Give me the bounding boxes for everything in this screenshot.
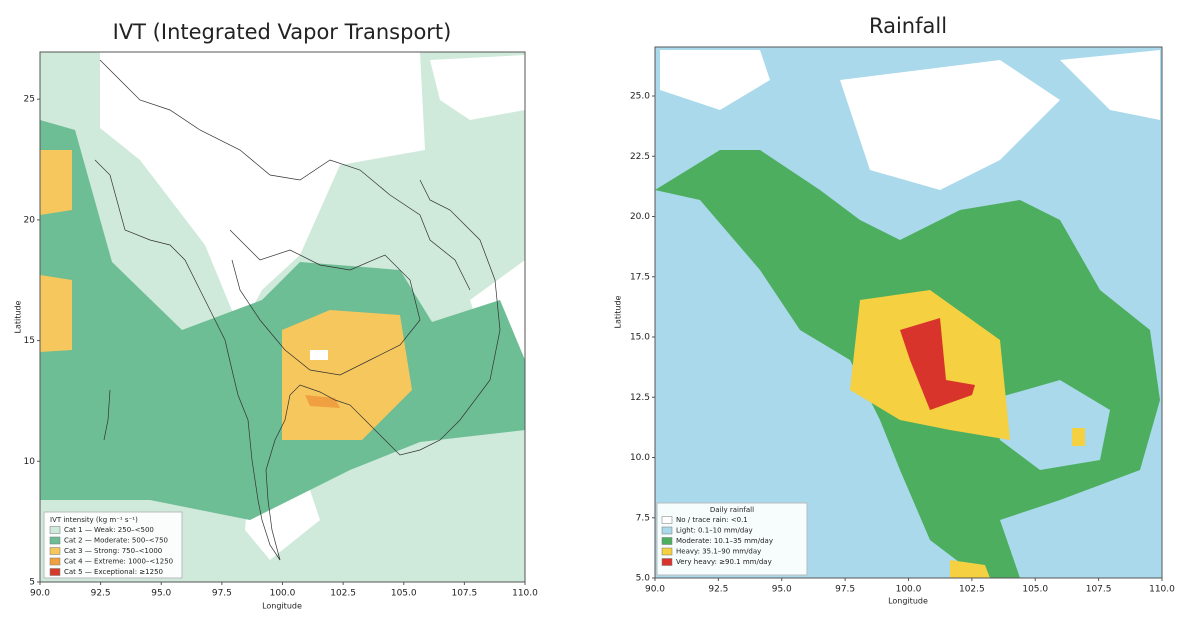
legend-swatch	[661, 547, 673, 556]
x-tick-label: 100.0	[896, 585, 922, 595]
x-axis-label: Longitude	[262, 602, 302, 611]
legend-box	[43, 511, 183, 579]
legend-swatch	[661, 537, 673, 545]
legend-label: Cat 1 — Weak: 250–<500	[64, 526, 154, 534]
y-tick-label: 15	[24, 336, 35, 346]
y-tick-label: 5	[29, 578, 35, 588]
x-tick-label: 102.5	[959, 585, 985, 595]
y-tick-label: 12.5	[630, 393, 650, 403]
legend-label: Cat 5 — Exceptional: ≥1250	[64, 568, 163, 576]
y-tick-label: 25	[24, 95, 35, 105]
ivt-map	[40, 52, 525, 582]
x-axis-label: Longitude	[888, 597, 928, 606]
x-tick-label: 90.0	[645, 585, 665, 595]
x-tick-label: 92.5	[91, 589, 111, 599]
x-tick-label: 107.5	[451, 589, 477, 599]
legend-label: Cat 4 — Extreme: 1000–<1250	[64, 558, 173, 566]
legend-label: Cat 3 — Strong: 750–<1000	[64, 547, 162, 555]
legend-box	[656, 502, 808, 576]
panel-title: Rainfall	[869, 14, 947, 38]
x-tick-label: 100.0	[270, 589, 296, 599]
y-tick-label: 22.5	[630, 152, 650, 162]
x-tick-label: 90.0	[30, 589, 50, 599]
y-tick-label: 15.0	[630, 333, 650, 343]
legend-swatch	[49, 547, 61, 555]
x-tick-label: 110.0	[1149, 585, 1175, 595]
x-tick-label: 102.5	[330, 589, 356, 599]
y-axis-label: Latitude	[14, 300, 23, 333]
y-tick-label: 10	[24, 457, 36, 467]
legend-label: Moderate: 10.1–35 mm/day	[676, 537, 773, 545]
x-tick-label: 107.5	[1086, 585, 1112, 595]
y-tick-label: 20	[24, 215, 36, 225]
legend-swatch	[49, 568, 61, 576]
legend-swatch	[661, 526, 673, 535]
y-tick-label: 10.0	[630, 453, 650, 463]
x-tick-label: 110.0	[512, 589, 538, 599]
x-tick-label: 95.0	[772, 585, 792, 595]
legend-swatch	[49, 526, 61, 534]
y-tick-label: 25.0	[630, 92, 650, 102]
x-tick-label: 105.0	[391, 589, 417, 599]
x-tick-label: 95.0	[151, 589, 171, 599]
legend-swatch	[49, 536, 61, 545]
y-tick-label: 20.0	[630, 212, 650, 222]
legend-title: Daily rainfall	[710, 506, 754, 514]
legend-label: Very heavy: ≥90.1 mm/day	[676, 558, 772, 566]
y-axis-label: Latitude	[614, 295, 623, 328]
x-tick-label: 92.5	[708, 585, 728, 595]
x-tick-label: 97.5	[212, 589, 232, 599]
legend-title: IVT intensity (kg m⁻¹ s⁻¹)	[50, 516, 138, 524]
x-tick-label: 97.5	[835, 585, 855, 595]
rainfall-map	[655, 47, 1162, 578]
legend-label: No / trace rain: <0.1	[676, 516, 748, 524]
x-tick-label: 105.0	[1022, 585, 1048, 595]
legend-label: Cat 2 — Moderate: 500–<750	[64, 537, 168, 545]
legend-swatch	[661, 558, 673, 566]
y-tick-label: 7.5	[636, 513, 650, 523]
legend-swatch	[49, 557, 61, 566]
y-tick-label: 5.0	[636, 574, 651, 584]
panel-title: IVT (Integrated Vapor Transport)	[113, 20, 452, 44]
legend-label: Heavy: 35.1–90 mm/day	[676, 548, 761, 556]
legend-swatch	[661, 516, 673, 524]
legend-label: Light: 0.1–10 mm/day	[676, 527, 753, 535]
y-tick-label: 17.5	[630, 272, 650, 282]
